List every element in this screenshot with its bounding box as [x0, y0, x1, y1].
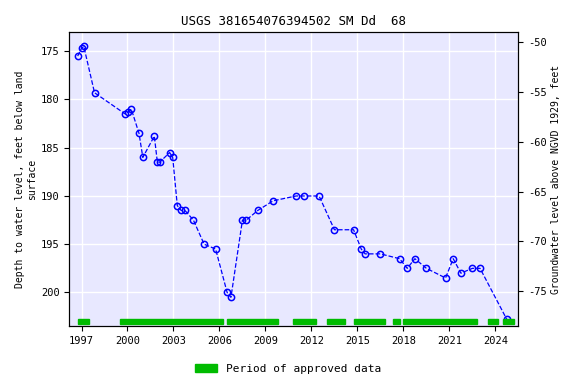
Bar — [503, 319, 514, 324]
Y-axis label: Depth to water level, feet below land
surface: Depth to water level, feet below land su… — [15, 70, 37, 288]
Bar — [78, 319, 89, 324]
Bar — [227, 319, 278, 324]
Y-axis label: Groundwater level above NGVD 1929, feet: Groundwater level above NGVD 1929, feet — [551, 65, 561, 294]
Bar — [393, 319, 400, 324]
Bar — [403, 319, 477, 324]
Bar — [293, 319, 316, 324]
Legend: Period of approved data: Period of approved data — [191, 359, 385, 379]
Title: USGS 381654076394502 SM Dd  68: USGS 381654076394502 SM Dd 68 — [181, 15, 406, 28]
Bar — [354, 319, 385, 324]
Bar — [327, 319, 345, 324]
Bar — [488, 319, 498, 324]
Bar — [120, 319, 222, 324]
